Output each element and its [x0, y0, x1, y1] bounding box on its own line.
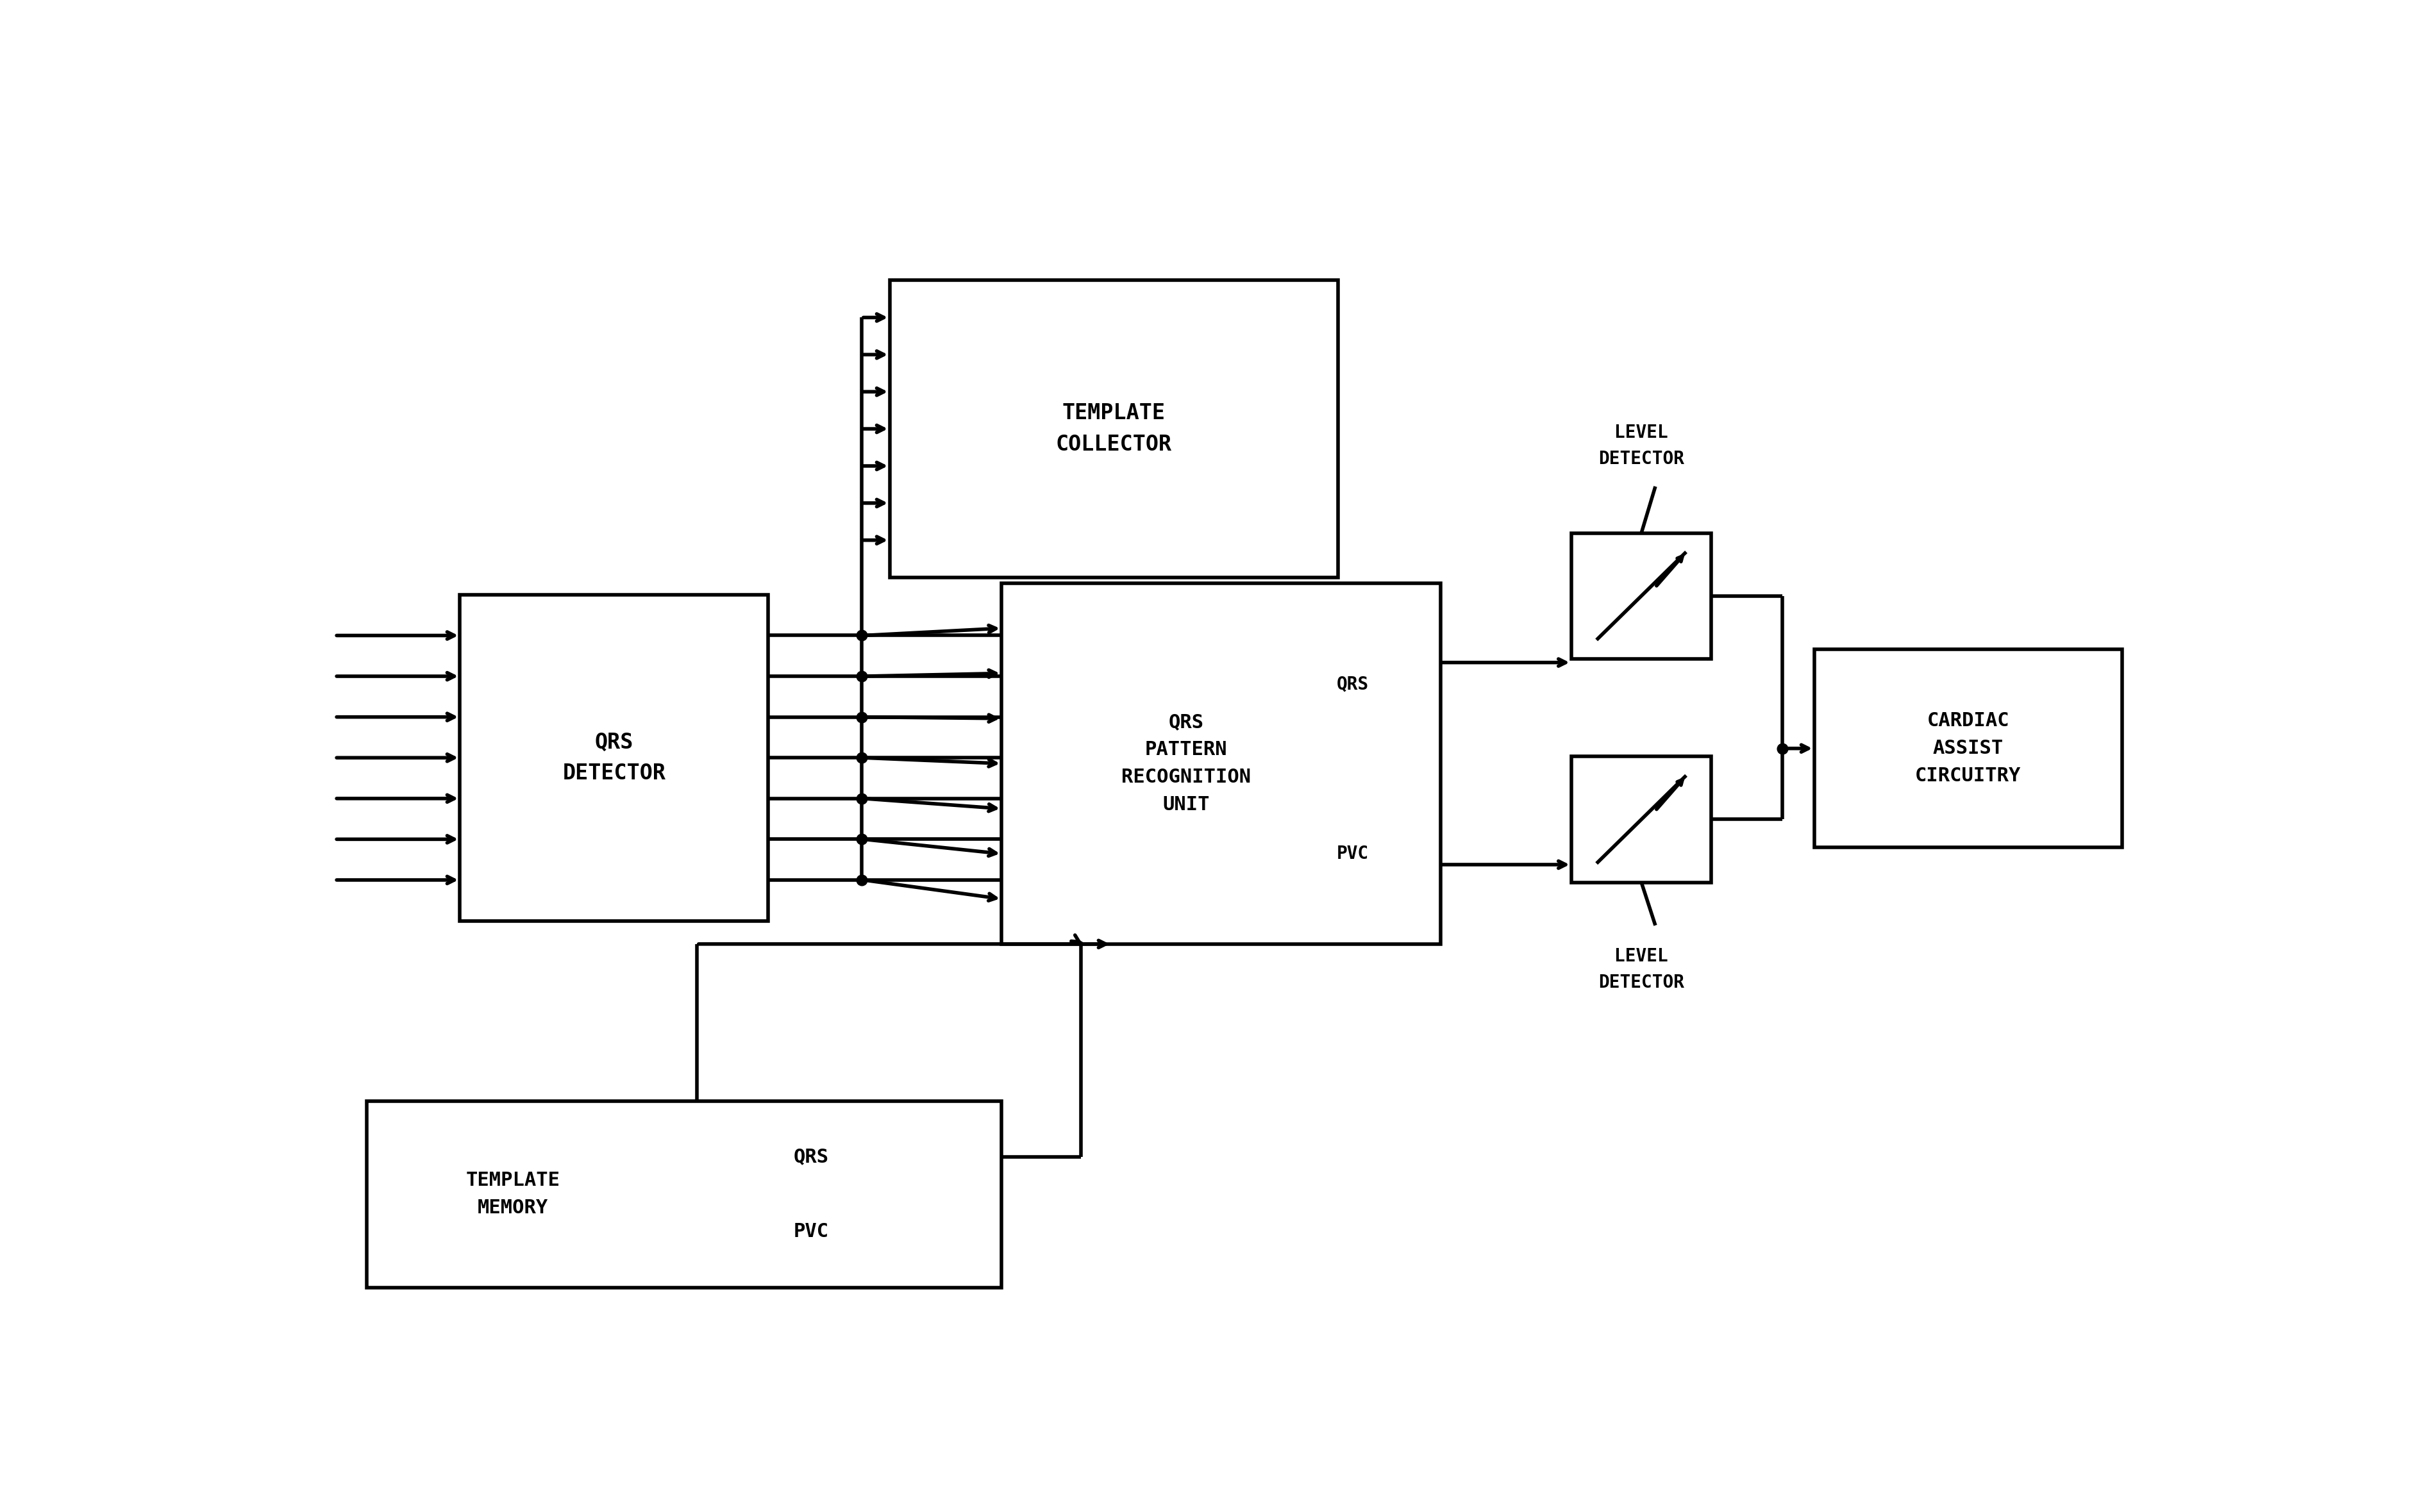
FancyBboxPatch shape — [366, 1101, 1003, 1288]
Text: CARDIAC
ASSIST
CIRCUITRY: CARDIAC ASSIST CIRCUITRY — [1916, 712, 2022, 785]
Text: QRS
DETECTOR: QRS DETECTOR — [562, 732, 665, 783]
FancyBboxPatch shape — [1571, 756, 1711, 883]
FancyBboxPatch shape — [460, 594, 769, 921]
FancyBboxPatch shape — [1571, 534, 1711, 659]
FancyBboxPatch shape — [889, 280, 1338, 578]
Text: TEMPLATE
MEMORY: TEMPLATE MEMORY — [465, 1172, 559, 1217]
Text: QRS: QRS — [793, 1148, 829, 1166]
Text: TEMPLATE
COLLECTOR: TEMPLATE COLLECTOR — [1056, 402, 1171, 455]
Text: PVC: PVC — [793, 1222, 829, 1241]
Text: LEVEL
DETECTOR: LEVEL DETECTOR — [1598, 948, 1685, 992]
Text: PVC: PVC — [1338, 845, 1369, 863]
Text: QRS: QRS — [1338, 676, 1369, 692]
FancyBboxPatch shape — [1003, 584, 1441, 943]
Text: LEVEL
DETECTOR: LEVEL DETECTOR — [1598, 423, 1685, 467]
Text: QRS
PATTERN
RECOGNITION
UNIT: QRS PATTERN RECOGNITION UNIT — [1121, 714, 1251, 813]
FancyBboxPatch shape — [1815, 650, 2123, 847]
